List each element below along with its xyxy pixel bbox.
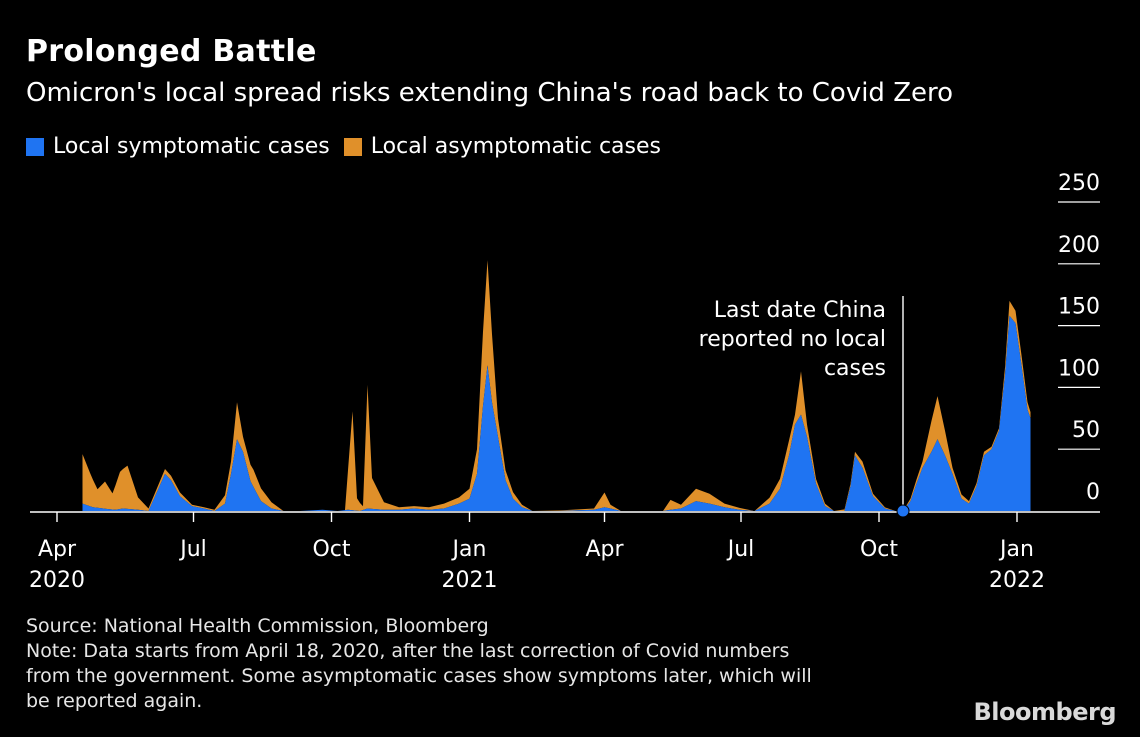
legend-item-symptomatic: Local symptomatic cases [26,134,330,159]
legend-swatch-asymptomatic [343,137,362,156]
x-tick-label-1: Jul [178,537,207,562]
y-tick-label-0: 0 [1086,480,1100,505]
y-tick-label-250: 250 [1058,171,1100,196]
series-symptomatic-area [82,315,1031,511]
x-tick-label-5: Jul [726,537,755,562]
annotation-dot [896,504,910,518]
annotation-text-line-2: reported no local [699,327,886,352]
chart-title: Prolonged Battle [26,34,317,69]
x-tick-label-7: Jan [998,537,1034,562]
x-tick-year-3: 2021 [442,568,498,593]
note-line-2: from the government. Some asymptomatic c… [26,665,812,687]
x-tick-label-4: Apr [585,537,624,562]
annotation-text-line-3: cases [824,356,886,381]
note-line-3: be reported again. [26,690,203,712]
annotation-text-line-1: Last date China [714,298,886,323]
chart-plot: 0 50 100 150 200 250 Apr 2020 Jul Oct Jan 2021 Apr Ju… [29,171,1100,593]
legend: Local symptomatic cases Local asymptomat… [26,134,675,159]
x-tick-year-0: 2020 [29,568,85,593]
y-tick-label-50: 50 [1072,418,1100,443]
y-tick-label-150: 150 [1058,295,1100,320]
source-text: Source: National Health Commission, Bloo… [26,615,489,637]
footer: Source: National Health Commission, Bloo… [26,614,926,714]
y-tick-label-200: 200 [1058,233,1100,258]
bloomberg-logo: Bloomberg [973,698,1117,726]
x-tick-year-7: 2022 [989,568,1045,593]
x-tick-label-2: Oct [312,537,350,562]
series-asymptomatic-area [82,260,1031,511]
legend-item-asymptomatic: Local asymptomatic cases [343,134,661,159]
x-tick-label-3: Jan [451,537,487,562]
legend-label-asymptomatic: Local asymptomatic cases [370,134,661,159]
x-tick-label-0: Apr [38,537,77,562]
note-line-1: Note: Data starts from April 18, 2020, a… [26,640,790,662]
legend-label-symptomatic: Local symptomatic cases [53,134,330,159]
legend-swatch-symptomatic [26,137,44,156]
x-tick-label-6: Oct [860,537,898,562]
y-tick-label-100: 100 [1058,356,1100,381]
chart-subtitle: Omicron's local spread risks extending C… [26,78,954,108]
